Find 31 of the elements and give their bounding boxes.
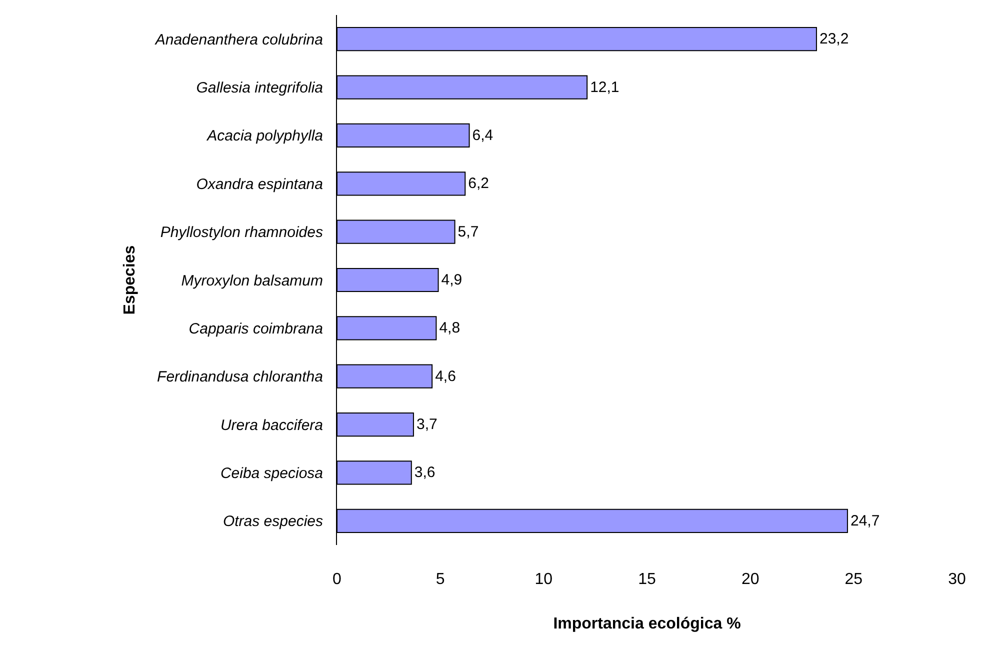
data-label: 4,9 — [441, 272, 462, 288]
y-tick-label: Ferdinandusa chlorantha — [157, 368, 323, 386]
data-label: 6,2 — [468, 175, 489, 192]
data-label: 3,6 — [414, 464, 436, 482]
data-label: 4,8 — [439, 320, 460, 337]
y-axis-title: Especies — [121, 245, 138, 315]
data-label: 4,6 — [435, 368, 456, 385]
x-tick-label: 15 — [638, 571, 656, 588]
data-label: 5,7 — [458, 223, 479, 240]
x-tick-label: 10 — [534, 571, 553, 588]
x-axis-title: Importancia ecológica % — [553, 616, 741, 633]
y-tick-label: Gallesia integrifolia — [196, 80, 323, 97]
x-tick-label: 5 — [436, 571, 445, 588]
y-tick-label: Capparis coimbrana — [188, 320, 323, 338]
data-label: 12,1 — [590, 78, 620, 96]
y-tick-label: Acacia polyphylla — [206, 128, 323, 145]
x-tick-label: 0 — [332, 571, 342, 588]
x-tick-label: 25 — [844, 571, 863, 588]
data-label: 24,7 — [850, 512, 880, 530]
x-tick-label: 20 — [741, 571, 760, 588]
data-label: 23,2 — [819, 30, 849, 48]
data-label: 3,7 — [416, 416, 438, 434]
y-tick-label: Anadenanthera colubrina — [154, 31, 323, 48]
y-tick-label: Phyllostylon rhamnoides — [160, 224, 324, 242]
y-tick-label: Myroxylon balsamum — [181, 272, 323, 290]
y-tick-label: Ceiba speciosa — [220, 464, 323, 482]
data-label: 6,4 — [472, 126, 494, 144]
x-tick-label: 30 — [948, 571, 966, 588]
y-tick-label: Otras especies — [222, 513, 324, 530]
y-tick-label: Urera baccifera — [220, 416, 323, 434]
y-tick-label: Oxandra espintana — [196, 176, 323, 193]
